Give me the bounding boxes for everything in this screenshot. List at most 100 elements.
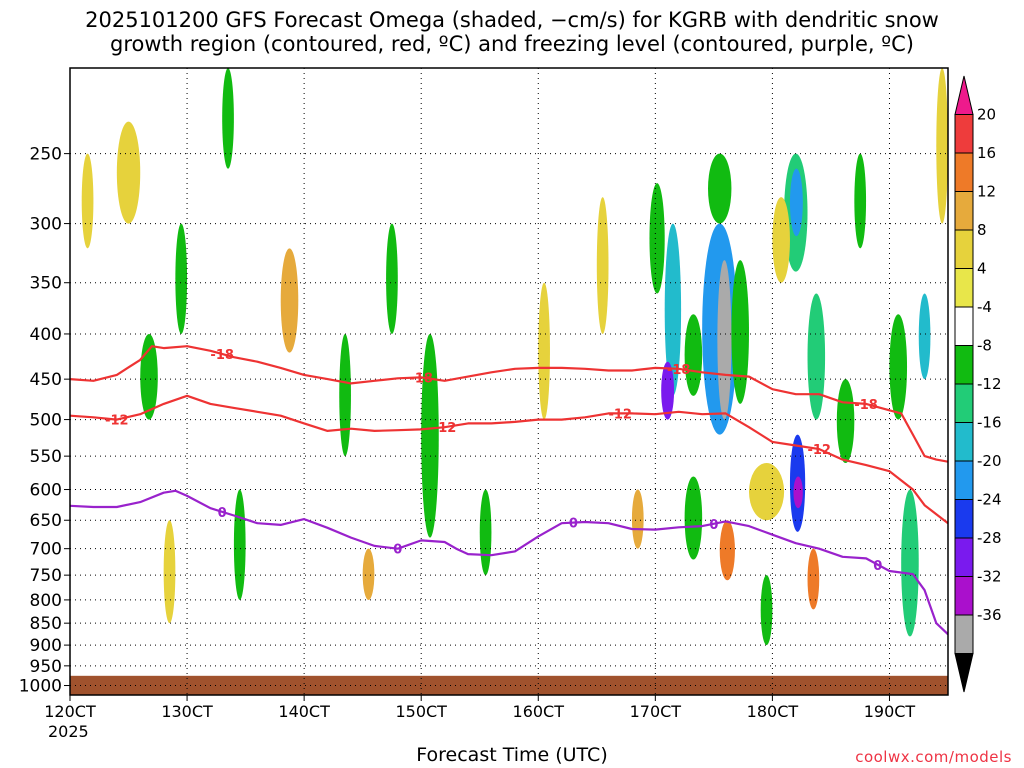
colorbar-segment: [954, 499, 974, 539]
omega-cell: [479, 489, 492, 576]
x-tick-label: 120CT: [44, 702, 96, 721]
omega-cell: [81, 153, 94, 249]
y-tick-label: 650: [30, 511, 62, 531]
x-tick-label: 160CT: [513, 702, 565, 721]
omega-cell: [807, 548, 820, 610]
colorbar-label: 16: [977, 144, 996, 162]
omega-shading: [81, 68, 948, 646]
temperature-contours: [70, 345, 948, 636]
omega-cell: [661, 361, 675, 420]
x-axis-title: Forecast Time (UTC): [416, 744, 608, 766]
y-tick-label: 950: [30, 657, 62, 677]
contour-label: 0: [709, 518, 718, 533]
y-tick-label: 700: [30, 540, 62, 560]
contour-label: -18: [409, 371, 433, 386]
omega-cell: [233, 489, 246, 600]
colorbar-label: -16: [977, 414, 1002, 432]
y-tick-label: 850: [30, 614, 62, 634]
omega-cell: [789, 168, 803, 237]
colorbar-segment: [954, 614, 974, 654]
colorbar-label: 8: [977, 221, 987, 239]
colorbar-label: -4: [977, 298, 992, 316]
omega-cell: [772, 197, 790, 283]
omega-cell: [631, 489, 644, 549]
contour-label: 0: [393, 543, 402, 558]
contour-label: 0: [569, 517, 578, 532]
omega-cell: [116, 121, 141, 224]
colorbar-label: 12: [977, 183, 996, 201]
y-tick-label: 550: [30, 447, 62, 467]
y-tick-label: 1000: [19, 677, 62, 697]
omega-cell: [163, 520, 176, 624]
contour-line--18: [70, 345, 948, 463]
colorbar-label: -24: [977, 491, 1002, 509]
x-tick-label: 170CT: [630, 702, 682, 721]
y-tick-label: 450: [30, 370, 62, 390]
contour-label: -12: [105, 414, 129, 429]
contour-label: -18: [667, 363, 691, 378]
colorbar-segment: [954, 576, 974, 616]
colorbar-label: -20: [977, 452, 1002, 470]
colorbar-segment: [954, 268, 974, 308]
colorbar-label: -32: [977, 568, 1002, 586]
colorbar-segment: [954, 383, 974, 423]
contour-label: -18: [210, 348, 234, 363]
omega-cell: [748, 463, 785, 521]
y-tick-label: 350: [30, 274, 62, 294]
omega-cell: [257, 223, 270, 380]
credit-text[interactable]: coolwx.com/models: [855, 748, 1012, 766]
contour-label: -18: [854, 398, 878, 413]
y-axis: 2503003504004505005506006507007508008509…: [19, 145, 70, 697]
x-tick-label: 150CT: [395, 702, 447, 721]
y-tick-label: 250: [30, 145, 62, 165]
omega-cell: [889, 314, 908, 420]
x-tick-label: 140CT: [278, 702, 330, 721]
contour-label: -12: [433, 421, 457, 436]
colorbar-label: 4: [977, 260, 987, 278]
contour-label: 0: [873, 559, 882, 574]
omega-cell: [936, 68, 948, 224]
colorbar-label: -36: [977, 606, 1002, 624]
contour-line--12: [70, 394, 948, 525]
omega-cell: [731, 260, 749, 404]
colorbar-segment: [954, 422, 974, 462]
omega-cell: [717, 260, 732, 420]
omega-cell: [836, 379, 855, 464]
y-tick-label: 750: [30, 566, 62, 586]
omega-cell: [684, 476, 703, 560]
ground-layer: [70, 675, 948, 695]
colorbar-segment: [954, 537, 974, 577]
omega-cell: [421, 333, 439, 538]
omega-cell: [538, 282, 550, 420]
colorbar-segment: [954, 75, 974, 115]
chart-title: 2025101200 GFS Forecast Omega (shaded, −…: [85, 8, 939, 56]
colorbar-segment: [954, 653, 974, 693]
y-tick-label: 500: [30, 411, 62, 431]
omega-cell: [362, 548, 375, 600]
contour-labels: -18 -18 -18 -18 -12 -12 -12 -12 0 0 0 0 0: [105, 348, 882, 574]
omega-cell: [760, 575, 773, 646]
contour-label: -12: [807, 443, 831, 458]
omega-cell: [596, 197, 609, 334]
omega-cell: [280, 248, 299, 353]
x-tick-label: 180CT: [747, 702, 799, 721]
colorbar-label: -12: [977, 375, 1002, 393]
contour-label: 0: [218, 506, 227, 521]
colorbar-label: -8: [977, 337, 992, 355]
omega-cell: [222, 68, 234, 169]
y-tick-label: 300: [30, 215, 62, 235]
x-tick-label: 190CT: [864, 702, 916, 721]
omega-cell: [339, 333, 351, 457]
omega-cell: [719, 520, 735, 581]
colorbar-segment: [954, 306, 974, 346]
omega-cell: [918, 293, 931, 380]
colorbar-segment: [954, 114, 974, 154]
plot-frame: [69, 67, 949, 696]
colorbar: 20 16 12 8 4 -4 -8 -12 -16 -20 -24 -28 -32 -36: [954, 75, 1002, 693]
omega-cell: [175, 223, 188, 334]
colorbar-segment: [954, 152, 974, 192]
y-tick-label: 900: [30, 636, 62, 656]
y-tick-label: 400: [30, 325, 62, 345]
colorbar-label: -28: [977, 529, 1002, 547]
